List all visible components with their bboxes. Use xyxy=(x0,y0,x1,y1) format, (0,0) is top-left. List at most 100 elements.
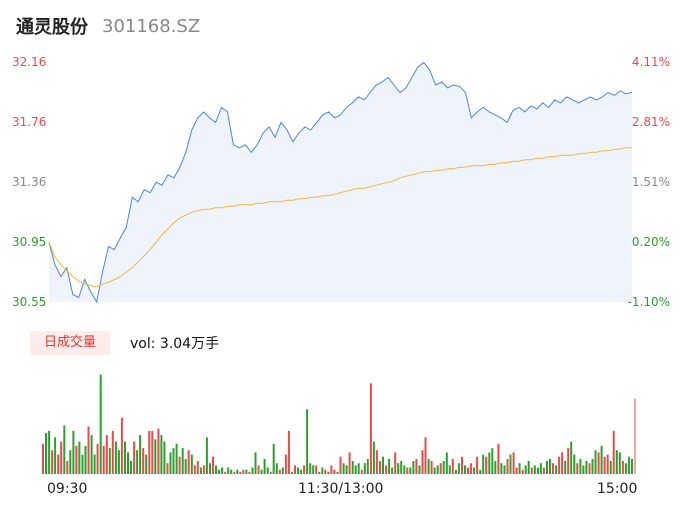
stock-name: 通灵股份 xyxy=(16,17,88,38)
volume-bar xyxy=(230,469,233,474)
volume-bar xyxy=(127,452,129,474)
volume-bar xyxy=(215,465,217,474)
volume-bar xyxy=(582,465,585,474)
volume-bar xyxy=(260,469,263,474)
volume-bar xyxy=(290,471,293,474)
volume-bar xyxy=(403,465,406,474)
volume-bar xyxy=(366,458,369,474)
volume-bar xyxy=(181,448,184,474)
volume-bar xyxy=(558,456,561,474)
volume-bar xyxy=(154,439,157,474)
volume-bar xyxy=(600,445,603,474)
volume-bar xyxy=(627,456,630,474)
volume-bar xyxy=(111,430,114,474)
volume-bar xyxy=(424,437,427,474)
volume-bar xyxy=(485,456,488,474)
volume-bar xyxy=(518,463,521,474)
volume-bar xyxy=(412,461,415,474)
volume-bar xyxy=(457,463,460,474)
volume-bar xyxy=(84,445,87,474)
volume-bar xyxy=(512,452,515,474)
volume-bar xyxy=(124,441,126,474)
volume-bar xyxy=(297,467,299,474)
volume-bar xyxy=(148,430,151,474)
y-tick-right-4: -1.10% xyxy=(627,295,670,309)
volume-bar xyxy=(160,435,163,474)
y-tick-left-1: 31.76 xyxy=(12,115,47,129)
volume-bar xyxy=(339,456,342,474)
volume-bar xyxy=(445,452,448,474)
x-tick-1: 11:30/13:00 xyxy=(298,481,384,497)
volume-bar xyxy=(60,441,63,474)
volume-bar xyxy=(555,465,558,474)
volume-bar xyxy=(75,445,78,474)
volume-bar xyxy=(227,467,230,474)
volume-bar xyxy=(576,463,579,474)
volume-bar xyxy=(494,461,497,474)
volume-bar xyxy=(539,463,542,474)
volume-bar xyxy=(166,463,169,474)
volume-bar xyxy=(242,469,245,474)
volume-bar xyxy=(634,398,636,474)
volume-bar xyxy=(594,450,597,474)
volume-bar xyxy=(497,443,500,474)
volume-bar xyxy=(239,471,242,474)
volume-bar xyxy=(473,467,476,474)
volume-bar xyxy=(409,467,412,474)
volume-bar xyxy=(312,465,315,474)
volume-bar xyxy=(357,463,360,474)
volume-bar xyxy=(42,443,44,474)
volume-bar xyxy=(248,471,251,474)
volume-bar xyxy=(257,465,260,474)
volume-bar xyxy=(190,454,193,474)
volume-bar xyxy=(205,437,208,474)
volume-bar xyxy=(464,465,466,474)
volume-bar xyxy=(482,454,485,474)
y-tick-right-3: 0.20% xyxy=(631,235,670,249)
volume-bar xyxy=(546,461,548,474)
volume-bar xyxy=(561,452,564,474)
volume-bar xyxy=(130,461,132,474)
volume-bar xyxy=(287,430,290,474)
volume-bar xyxy=(281,467,284,474)
volume-bar xyxy=(120,417,123,474)
volume-bar xyxy=(218,469,221,474)
volume-bar xyxy=(184,458,187,474)
volume-bar xyxy=(333,469,336,474)
volume-bar xyxy=(433,467,436,474)
volume-bar xyxy=(567,448,570,474)
volume-bar xyxy=(342,463,345,474)
y-tick-right-1: 2.81% xyxy=(631,115,670,129)
volume-bar xyxy=(157,428,160,474)
volume-bar xyxy=(96,443,99,474)
volume-bar xyxy=(306,409,309,474)
volume-bar xyxy=(369,383,372,474)
volume-bar xyxy=(202,465,205,474)
volume-bar xyxy=(151,430,154,474)
volume-bar xyxy=(442,461,445,474)
volume-bar xyxy=(236,469,239,474)
volume-bar xyxy=(66,461,69,474)
volume-bar xyxy=(114,441,117,474)
volume-bar xyxy=(187,450,190,474)
volume-bar xyxy=(354,465,357,474)
volume-bar xyxy=(45,433,47,474)
stock-code: 301168.SZ xyxy=(102,15,201,37)
volume-bar xyxy=(564,461,567,474)
volume-bar xyxy=(233,471,236,474)
volume-bar xyxy=(63,425,66,474)
volume-bar xyxy=(542,467,545,474)
volume-bar xyxy=(169,452,172,474)
volume-bar xyxy=(108,448,111,474)
volume-bar xyxy=(521,469,524,474)
volume-bar xyxy=(588,463,591,474)
y-tick-left-3: 30.95 xyxy=(12,235,47,249)
volume-bar xyxy=(142,448,145,474)
volume-bar xyxy=(327,471,330,474)
volume-bar xyxy=(199,467,202,474)
volume-bar xyxy=(436,465,439,474)
volume-bar xyxy=(418,465,421,474)
volume-bar xyxy=(351,461,354,474)
volume-bar xyxy=(606,454,609,474)
